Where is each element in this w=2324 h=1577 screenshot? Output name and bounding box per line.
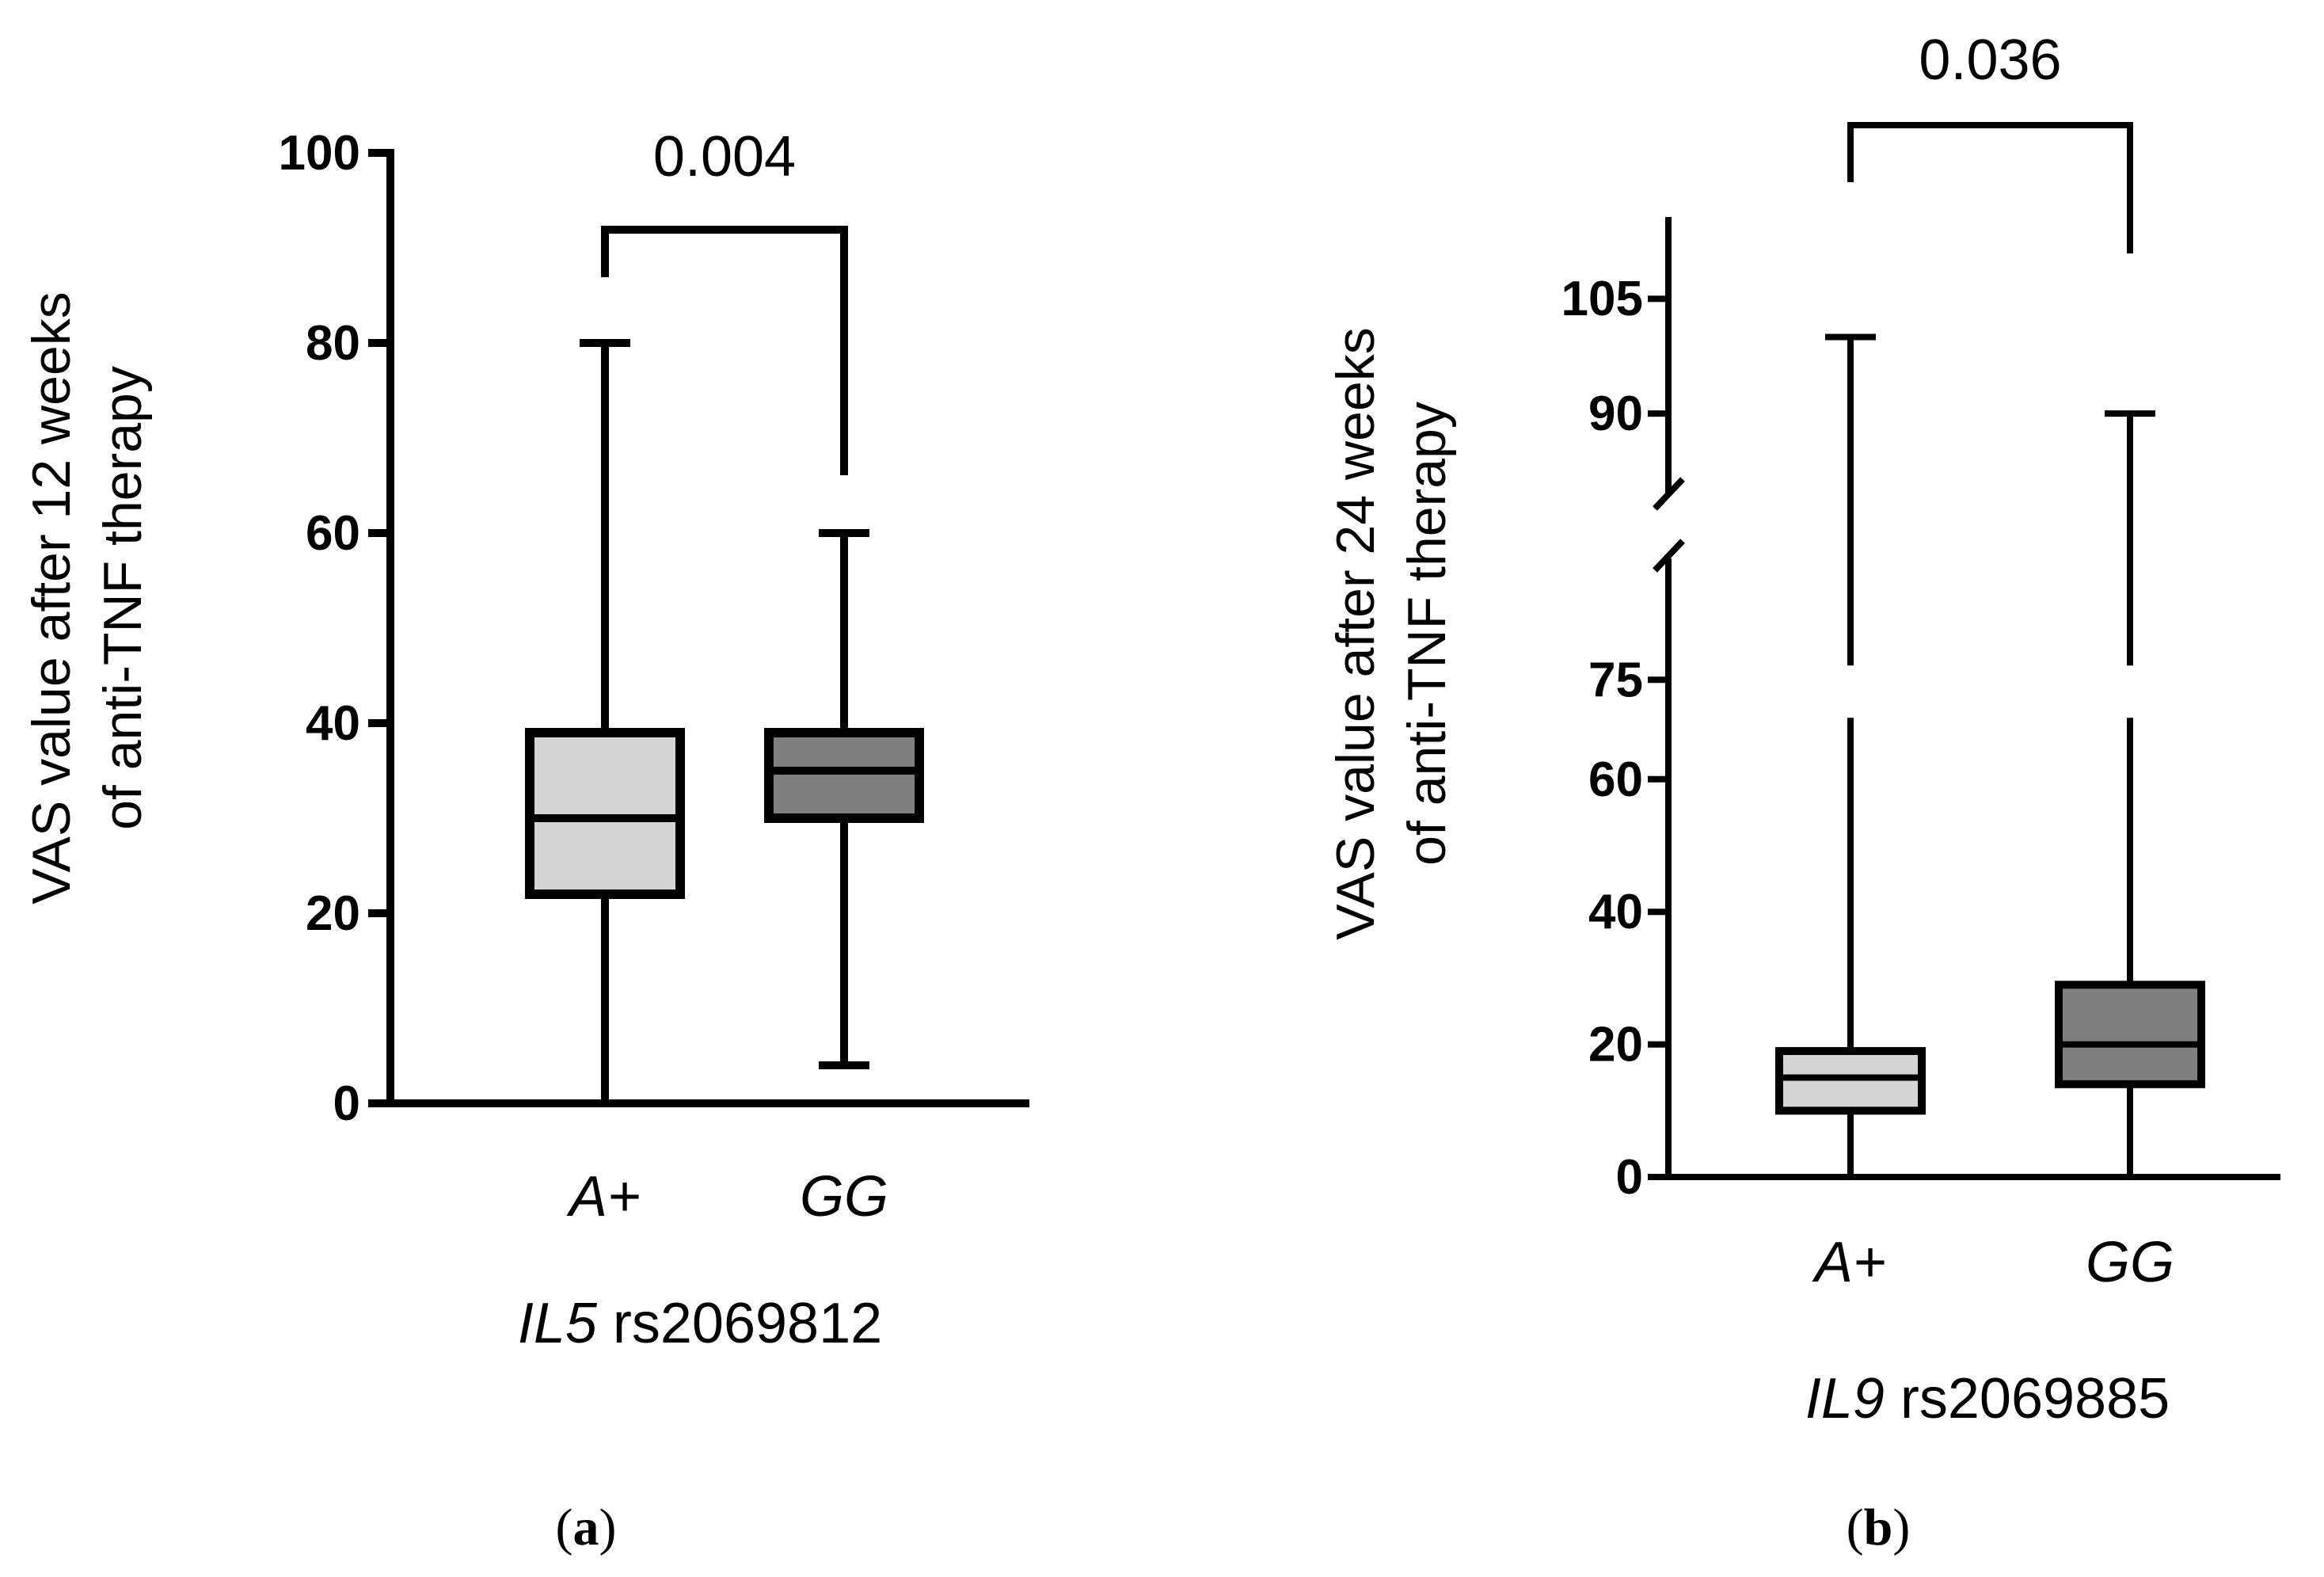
b-y-tick-label-0: 0: [1616, 1150, 1643, 1205]
b-p-value: 0.036: [1919, 29, 2061, 92]
b-significance-bracket: [1847, 122, 2133, 253]
a-x-label-snp: rs2069812: [597, 1292, 882, 1355]
b-bracket-line: [1847, 122, 2133, 253]
a-p-value: 0.004: [653, 125, 796, 189]
a-y-tick-label-60: 60: [306, 506, 360, 561]
a-y-axis-label: VAS value after 12 weeks of anti-TNF the…: [21, 291, 153, 905]
b-panel-letter: b: [1864, 1499, 1893, 1556]
panel-a: VAS value after 12 weeks of anti-TNF the…: [21, 125, 1029, 1556]
a-y-tick-label-100: 100: [279, 126, 360, 181]
b-y-tick-label-60: 60: [1588, 752, 1643, 807]
a-a-plus-iqr-box: [525, 728, 685, 899]
a-y-label-line-1: VAS value after 12 weeks: [21, 291, 82, 905]
b-x-label-snp: rs2069885: [1885, 1367, 2170, 1430]
b-y-tick-label-40: 40: [1588, 885, 1643, 939]
b-x-label-gene: IL9: [1805, 1367, 1885, 1430]
b-y-tick-label-75: 75: [1588, 653, 1643, 707]
a-gg-iqr-box: [764, 728, 924, 823]
a-x-label-gene: IL5: [518, 1292, 598, 1355]
b-y-label-line-2: of anti-TNF therapy: [1397, 402, 1457, 866]
a-significance-bracket: [601, 226, 848, 475]
b-gg-box-plot: [2055, 410, 2205, 1180]
b-y-label-line-1: VAS value after 24 weeks: [1326, 327, 1386, 940]
a-y-ticks: 0 20 40 60 80 100: [279, 126, 390, 1131]
b-a-plus-box-plot: [1775, 333, 1926, 1180]
b-a-plus-iqr-box: [1775, 1046, 1926, 1115]
b-boxes: [1775, 333, 2205, 1180]
b-category-label-a-plus: A+: [1812, 1231, 1886, 1294]
a-a-plus-box-plot: [525, 339, 685, 1107]
panel-b: VAS value after 24 weeks of anti-TNF the…: [1326, 29, 2280, 1556]
a-panel-label: (a): [556, 1499, 617, 1556]
a-y-tick-label-20: 20: [306, 886, 360, 941]
b-gg-iqr-box: [2055, 981, 2205, 1088]
a-category-label-a-plus: A+: [566, 1165, 641, 1228]
a-gg-box-plot: [764, 529, 924, 1069]
a-panel-letter: a: [573, 1499, 599, 1556]
b-category-label-gg: GG: [2086, 1231, 2174, 1294]
a-y-tick-label-80: 80: [306, 316, 360, 371]
a-y-label-line-2: of anti-TNF therapy: [93, 366, 153, 830]
a-boxes: [525, 339, 924, 1107]
b-y-tick-label-20: 20: [1588, 1018, 1643, 1072]
a-category-label-gg: GG: [800, 1165, 888, 1228]
b-panel-label: (b): [1847, 1499, 1911, 1556]
b-axis-break-mark-lower: [1653, 539, 1685, 573]
b-y-axis-label: VAS value after 24 weeks of anti-TNF the…: [1326, 327, 1457, 940]
a-bracket-line: [601, 226, 848, 475]
a-y-tick-label-0: 0: [333, 1076, 360, 1131]
b-y-tick-label-105: 105: [1561, 272, 1643, 326]
b-axis-break-mark-upper: [1653, 477, 1685, 511]
b-y-ticks: 0 20 40 60 75 90 105: [1561, 272, 1668, 1205]
b-y-tick-label-90: 90: [1588, 387, 1643, 441]
a-x-axis-label: IL5 rs2069812: [518, 1292, 882, 1355]
b-x-axis-label: IL9 rs2069885: [1805, 1367, 2170, 1430]
a-y-tick-label-40: 40: [306, 696, 360, 751]
